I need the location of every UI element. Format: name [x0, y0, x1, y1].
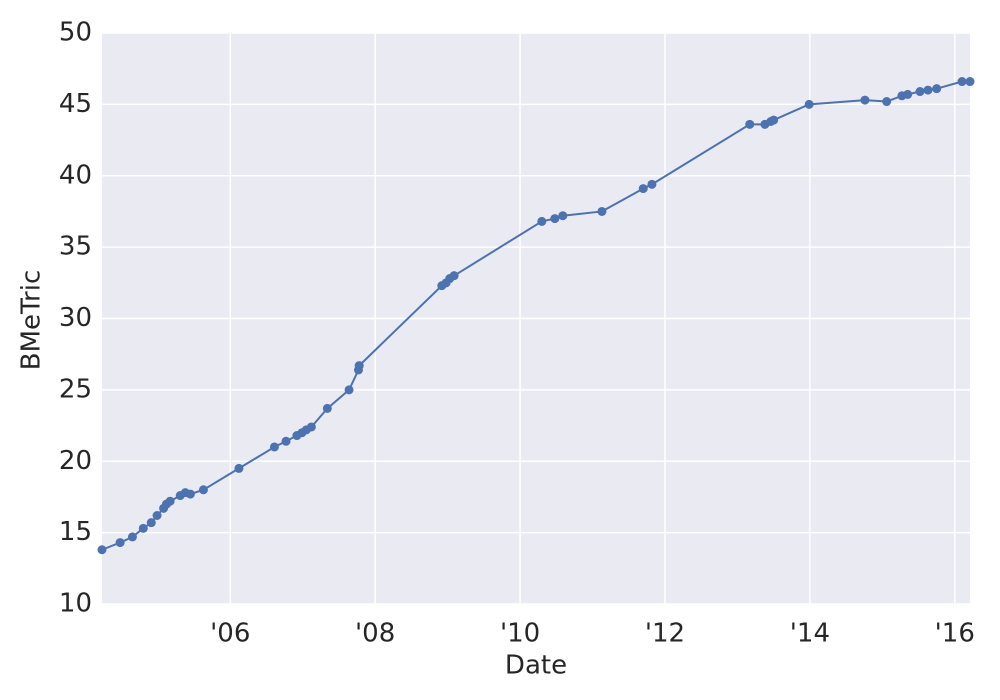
point: [152, 510, 162, 520]
point: [647, 179, 657, 189]
point: [146, 518, 156, 528]
point: [165, 496, 175, 506]
x-tick-label: '12: [645, 619, 685, 649]
point: [932, 84, 942, 94]
point: [882, 97, 892, 107]
point: [281, 436, 291, 446]
x-axis-label: Date: [505, 651, 567, 681]
point: [127, 532, 137, 542]
y-tick-label: 10: [59, 589, 92, 619]
point: [903, 89, 913, 99]
point: [745, 119, 755, 129]
y-axis-label: BMeTric: [17, 270, 47, 371]
point: [306, 422, 316, 432]
point: [269, 442, 279, 452]
y-tick-label: 30: [59, 303, 92, 333]
point: [957, 77, 967, 87]
point: [234, 463, 244, 473]
point: [597, 206, 607, 216]
point: [923, 85, 933, 95]
point: [354, 361, 364, 371]
point: [138, 523, 148, 533]
y-tick-label: 35: [59, 232, 92, 262]
point: [115, 538, 125, 548]
point: [344, 385, 354, 395]
x-tick-label: '08: [355, 619, 395, 649]
y-tick-label: 45: [59, 89, 92, 119]
x-tick-label: '10: [500, 619, 540, 649]
point: [915, 87, 925, 97]
point: [965, 77, 975, 87]
point: [558, 211, 568, 221]
x-tick-label: '16: [935, 619, 975, 649]
point: [97, 545, 107, 555]
point: [198, 485, 208, 495]
point: [185, 489, 195, 499]
y-tick-label: 25: [59, 374, 92, 404]
point: [860, 95, 870, 105]
point: [804, 99, 814, 109]
point: [769, 115, 779, 125]
point: [638, 184, 648, 194]
y-tick-label: 15: [59, 517, 92, 547]
point: [322, 403, 332, 413]
y-tick-label: 50: [59, 18, 92, 48]
y-tick-label: 20: [59, 446, 92, 476]
x-tick-label: '06: [210, 619, 250, 649]
point: [537, 216, 547, 226]
point: [449, 271, 459, 281]
x-tick-label: '14: [790, 619, 830, 649]
y-tick-label: 40: [59, 160, 92, 190]
point: [550, 214, 560, 224]
